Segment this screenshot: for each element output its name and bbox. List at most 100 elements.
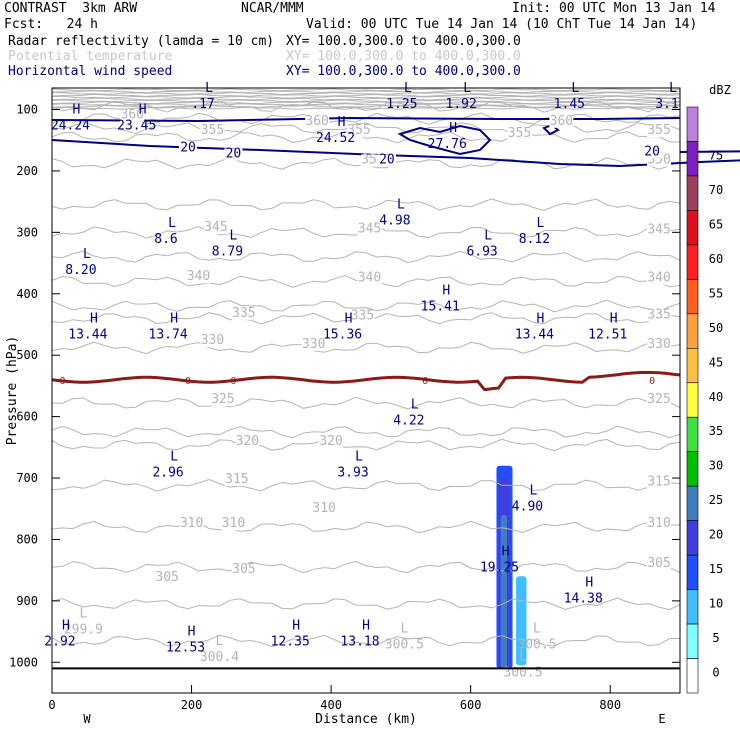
wind-extremum-value: 13.44 (68, 327, 107, 342)
theta-contour-line (51, 396, 681, 410)
wind-extremum-marker: H (610, 311, 618, 326)
wind-extremum-marker: H (362, 618, 370, 633)
wind-extremum-marker: H (139, 102, 147, 117)
freezing-level-label: 0 (230, 376, 236, 387)
theta-label-bg (301, 338, 326, 351)
wind-extremum-value: 8.12 (519, 232, 550, 247)
theta-contour-label: 320 (319, 434, 342, 449)
theta-label-bg (647, 125, 672, 138)
theta-label-bg (200, 125, 225, 138)
colorbar-tick-label: 10 (709, 597, 723, 611)
theta-label-bg (203, 222, 228, 235)
wind-extremum-value: 14.38 (564, 591, 603, 606)
y-tick-label: 500 (16, 348, 38, 362)
theta-contour-label: 310 (180, 516, 203, 531)
reflectivity-cell (500, 514, 507, 669)
colorbar-tick-label: 40 (709, 390, 723, 404)
plot-frame (51, 87, 681, 694)
theta-contour-line (51, 597, 681, 611)
wind-extremum-value: 4.98 (379, 214, 410, 229)
theta-contour-label: 345 (204, 220, 227, 235)
x-axis-title: Distance (km) (315, 712, 417, 727)
wind-extremum-value: 1.45 (554, 97, 585, 112)
theta-contour-line (51, 520, 681, 534)
wind-extremum-marker: L (484, 228, 492, 243)
theta-label-bg (357, 272, 382, 285)
wind-extremum-value: 13.74 (149, 327, 188, 342)
theta-contour-line (51, 130, 681, 144)
colorbar-tick-label: 35 (709, 424, 723, 438)
theta-label-bg (186, 271, 211, 284)
theta-contour-label: 335 (232, 306, 255, 321)
theta-contour-line (51, 101, 681, 105)
wind-contour-label: 20 (379, 153, 395, 168)
colorbar-units: dBZ (709, 83, 731, 97)
colorbar-swatch (686, 485, 699, 521)
wind-extremum-marker: H (188, 625, 196, 640)
y-tick-label: 600 (16, 410, 38, 424)
colorbar-swatch (686, 416, 699, 453)
y-tick-label: 900 (16, 594, 38, 608)
field-xy-theta: XY= 100.0,300.0 to 400.0,300.0 (286, 49, 521, 64)
theta-label-bg (221, 518, 246, 531)
colorbar-tick-label: 70 (709, 183, 723, 197)
y-tick-label: 1000 (9, 655, 38, 669)
theta-contour-label: 330 (647, 337, 670, 352)
theta-extremum-marker: L (79, 606, 87, 621)
theta-contour-label: 360 (121, 108, 144, 123)
theta-extremum-marker: L (533, 622, 541, 637)
colorbar-tick-label: 0 (712, 666, 719, 680)
theta-contour-label: 315 (647, 474, 670, 489)
theta-extremum-marker: L (216, 634, 224, 649)
wind-extremum-marker: H (73, 102, 81, 117)
theta-contour-label: 305 (647, 556, 670, 571)
theta-contour-label: 335 (351, 309, 374, 324)
theta-contour-line (51, 97, 681, 101)
wind-contour-label: 20 (226, 146, 242, 161)
theta-contour-label: 305 (232, 562, 255, 577)
theta-label-bg (350, 310, 375, 323)
wind-extremum-marker: H (292, 618, 300, 633)
wind-extremum-value: 13.44 (515, 327, 554, 342)
theta-label-bg (647, 272, 672, 285)
freezing-level-label: 0 (59, 376, 65, 387)
x-tick-label: 600 (460, 698, 482, 712)
colorbar-tick-label: 75 (709, 148, 723, 162)
theta-contour-label: 330 (302, 337, 325, 352)
theta-contour-label: 360 (550, 114, 573, 129)
wind-extremum-value: 24.52 (316, 131, 355, 146)
wind-extremum-value: 13.18 (340, 634, 379, 649)
colorbar-tick-label: 60 (709, 252, 723, 266)
colorbar-swatch (686, 623, 699, 659)
theta-label-bg (312, 502, 337, 515)
theta-label-bg (179, 518, 204, 531)
field-name-wind: Horizontal wind speed (8, 64, 173, 79)
theta-label-bg (210, 394, 235, 407)
theta-contour-label: 310 (647, 516, 670, 531)
wind-extremum-value: 15.36 (323, 327, 362, 342)
colorbar-swatch (686, 313, 699, 349)
colorbar-tick-label: 55 (709, 286, 723, 300)
colorbar-swatch (686, 589, 699, 625)
colorbar-swatch (686, 244, 699, 280)
wind-extremum-value: 24.24 (51, 118, 90, 133)
theta-contour-line (51, 425, 681, 439)
wind-extremum-value: 12.51 (588, 327, 627, 342)
theta-contour-label: 325 (211, 392, 234, 407)
wind-extremum-value: 2.92 (44, 634, 75, 649)
wind-extremum-value: 19.25 (480, 561, 519, 576)
y-tick-label: 800 (16, 532, 38, 546)
theta-contour-label: 355 (647, 123, 670, 138)
theta-contour-label: 355 (201, 123, 224, 138)
theta-label-bg (200, 335, 225, 348)
freezing-level-label: 0 (185, 376, 191, 387)
wind-label-bg (224, 148, 243, 161)
colorbar-swatch (686, 279, 699, 315)
theta-contour-label: 340 (358, 270, 381, 285)
theta-extremum-value: 300.5 (517, 638, 556, 653)
field-xy-reflectivity: XY= 100.0,300.0 to 400.0,300.0 (286, 34, 521, 49)
colorbar-tick-label: 15 (709, 562, 723, 576)
colorbar-tick-label: 65 (709, 217, 723, 231)
theta-contour-line (51, 121, 681, 135)
colorbar-tick-label: 5 (712, 631, 719, 645)
